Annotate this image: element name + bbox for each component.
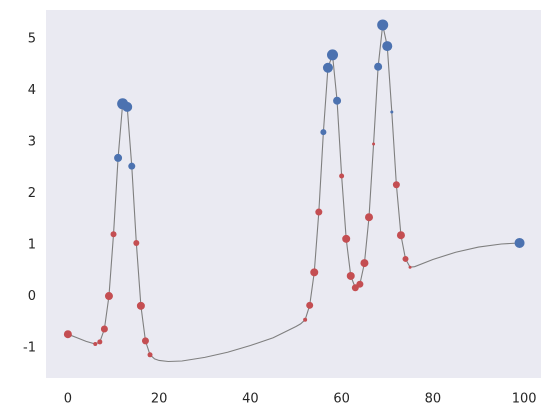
- point: [339, 173, 345, 179]
- plot-area: [46, 10, 541, 378]
- point: [303, 317, 308, 322]
- point: [110, 231, 117, 238]
- point: [327, 49, 339, 61]
- point: [104, 292, 113, 301]
- point: [100, 325, 108, 333]
- y-tick-label: -1: [23, 341, 36, 356]
- x-tick-label: 20: [151, 392, 168, 407]
- point: [408, 265, 412, 269]
- point: [93, 341, 98, 346]
- y-tick-label: 2: [28, 186, 36, 201]
- point: [333, 96, 342, 105]
- point: [141, 337, 149, 345]
- y-tick-label: 3: [28, 134, 36, 149]
- x-tick-label: 0: [64, 392, 72, 407]
- point: [356, 280, 364, 288]
- point: [360, 259, 369, 268]
- point: [320, 129, 327, 136]
- y-tick-label: 4: [28, 83, 36, 98]
- x-tick-label: 80: [425, 392, 442, 407]
- point: [122, 101, 133, 112]
- point: [310, 268, 319, 277]
- point: [315, 208, 323, 216]
- point: [390, 110, 394, 114]
- point: [128, 162, 136, 170]
- point: [133, 239, 140, 246]
- x-tick-label: 40: [242, 392, 259, 407]
- point: [114, 153, 123, 162]
- point: [63, 330, 72, 339]
- point: [372, 142, 376, 146]
- point: [402, 255, 409, 262]
- point: [97, 339, 103, 345]
- point: [365, 213, 374, 222]
- point: [377, 19, 389, 31]
- point: [374, 62, 383, 71]
- point: [346, 271, 355, 280]
- x-tick-label: 100: [512, 392, 537, 407]
- y-tick-label: 1: [28, 238, 36, 253]
- x-tick-label: 60: [333, 392, 350, 407]
- point: [342, 234, 351, 243]
- point: [514, 237, 525, 248]
- point: [392, 181, 400, 189]
- point: [306, 301, 314, 309]
- y-tick-label: 0: [28, 289, 36, 304]
- y-tick-label: 5: [28, 31, 36, 46]
- point: [382, 41, 393, 52]
- point: [136, 301, 145, 310]
- point: [396, 231, 405, 240]
- point: [322, 62, 333, 73]
- point: [147, 352, 153, 358]
